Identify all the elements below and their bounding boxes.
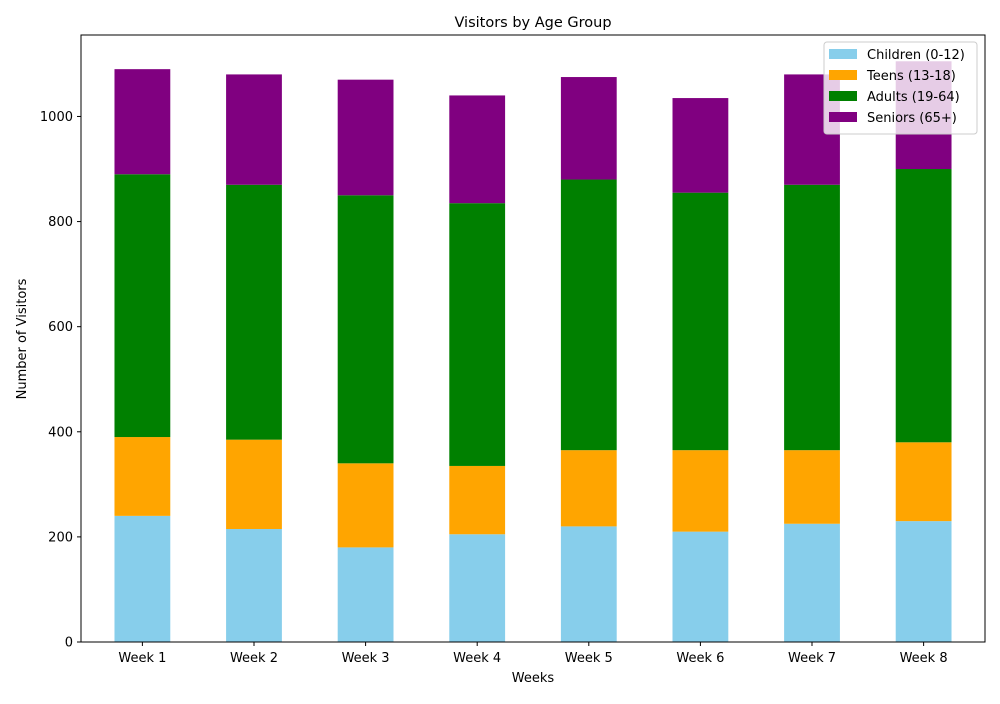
bar-segment-5-2 [560,450,617,527]
bar-segment-8-3 [895,169,952,443]
bar-segment-8-1 [895,521,952,642]
x-tick-label: Week 8 [900,651,948,666]
bar-segment-4-3 [449,203,506,466]
bar-segment-2-3 [226,184,282,440]
bar-segment-1-3 [114,174,171,438]
bar-segment-7-3 [784,184,840,451]
bar-segment-3-1 [337,547,394,642]
x-tick-label: Week 6 [676,651,724,666]
x-tick-label: Week 7 [788,651,836,666]
bar-segment-3-2 [337,463,394,548]
x-tick-label: Week 5 [565,651,613,666]
x-tick-label: Week 4 [453,651,501,666]
y-tick-label: 0 [65,636,73,651]
bar-segment-6-3 [672,192,729,451]
bar-segment-2-4 [226,74,282,185]
axes-layer: 0 200 400 600 800 1000 Week 1 Week 2 Week 3 Week … [40,34,986,666]
bar-segment-5-1 [560,526,617,642]
y-tick-label: 600 [48,320,73,335]
bar-segment-1-1 [114,515,171,642]
bar-segment-5-3 [560,179,617,451]
legend-entry: Adults (19-64) [867,90,960,105]
legend-entry: Teens (13-18) [866,69,956,84]
bar-segment-4-1 [449,534,506,642]
legend-box [823,41,978,135]
bar-segment-2-2 [226,439,282,530]
bar-segment-1-4 [114,69,171,175]
bar-segment-5-4 [560,77,617,180]
y-tick-label: 400 [48,425,73,440]
x-tick-label: Week 2 [230,651,278,666]
bar-segment-7-1 [784,523,840,642]
bar-segment-6-1 [672,531,729,642]
legend-swatch [829,91,857,101]
legend-entry: Children (0-12) [867,48,965,63]
bar-segment-1-2 [114,437,171,516]
chart-title: Visitors by Age Group [454,15,611,31]
y-axis-label: Number of Visitors [15,278,30,399]
legend: Children (0-12) Teens (13-18) Adults (19-6… [823,41,978,135]
bar-segment-4-2 [449,465,506,535]
bar-segment-7-2 [784,450,840,524]
bar-segment-4-4 [449,95,506,204]
legend-swatch [829,70,857,80]
y-tick-label: 1000 [40,110,73,125]
bar-segment-6-4 [672,98,729,193]
bar-segment-2-1 [226,529,282,642]
legend-swatch [829,49,857,59]
bar-segment-6-2 [672,450,729,532]
bar-segment-8-2 [895,442,952,522]
y-tick-label: 800 [48,215,73,230]
x-axis-label: Weeks [512,671,555,686]
bar-segment-3-3 [337,195,394,464]
legend-entry: Seniors (65+) [867,111,957,126]
bars-layer [114,61,952,642]
legend-swatch [829,112,857,122]
plot-frame [80,34,986,643]
x-tick-label: Week 3 [342,651,390,666]
x-tick-label: Week 1 [118,651,166,666]
y-tick-label: 200 [48,530,73,545]
bar-segment-3-4 [337,79,394,196]
